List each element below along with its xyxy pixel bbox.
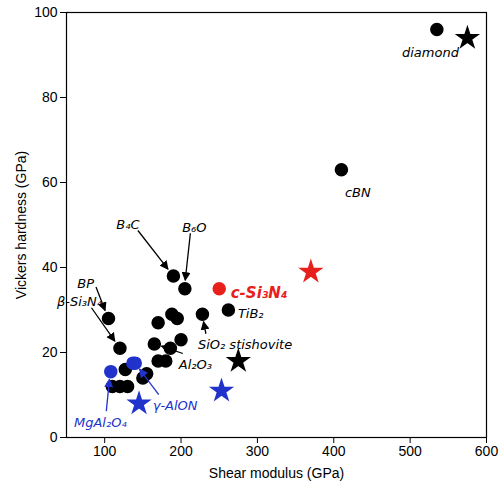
svg-text:40: 40: [42, 259, 58, 275]
svg-text:B₆O: B₆O: [182, 220, 206, 235]
svg-text:300: 300: [246, 443, 270, 459]
svg-text:BP: BP: [77, 276, 94, 291]
svg-text:600: 600: [475, 443, 499, 459]
svg-text:80: 80: [42, 89, 58, 105]
svg-text:c-Si₃N₄: c-Si₃N₄: [231, 284, 288, 302]
svg-text:Al₂O₃: Al₂O₃: [178, 357, 212, 372]
svg-text:SiO₂ stishovite: SiO₂ stishovite: [198, 337, 292, 352]
svg-text:diamond: diamond: [402, 45, 460, 60]
svg-text:60: 60: [42, 174, 58, 190]
svg-text:β-Si₃N₄: β-Si₃N₄: [56, 294, 103, 309]
svg-text:TiB₂: TiB₂: [238, 306, 264, 321]
svg-text:20: 20: [42, 344, 58, 360]
svg-text:Shear modulus (GPa): Shear modulus (GPa): [209, 465, 344, 481]
svg-text:100: 100: [34, 4, 58, 20]
svg-text:500: 500: [398, 443, 422, 459]
svg-text:400: 400: [322, 443, 346, 459]
svg-text:B₄C: B₄C: [116, 217, 140, 232]
svg-text:γ-AlON: γ-AlON: [153, 398, 198, 413]
svg-text:0: 0: [50, 429, 58, 445]
svg-text:cBN: cBN: [345, 185, 371, 200]
svg-text:100: 100: [93, 443, 117, 459]
svg-text:200: 200: [169, 443, 193, 459]
svg-text:Vickers hardness (GPa): Vickers hardness (GPa): [13, 151, 29, 299]
svg-text:MgAl₂O₄: MgAl₂O₄: [74, 415, 127, 430]
